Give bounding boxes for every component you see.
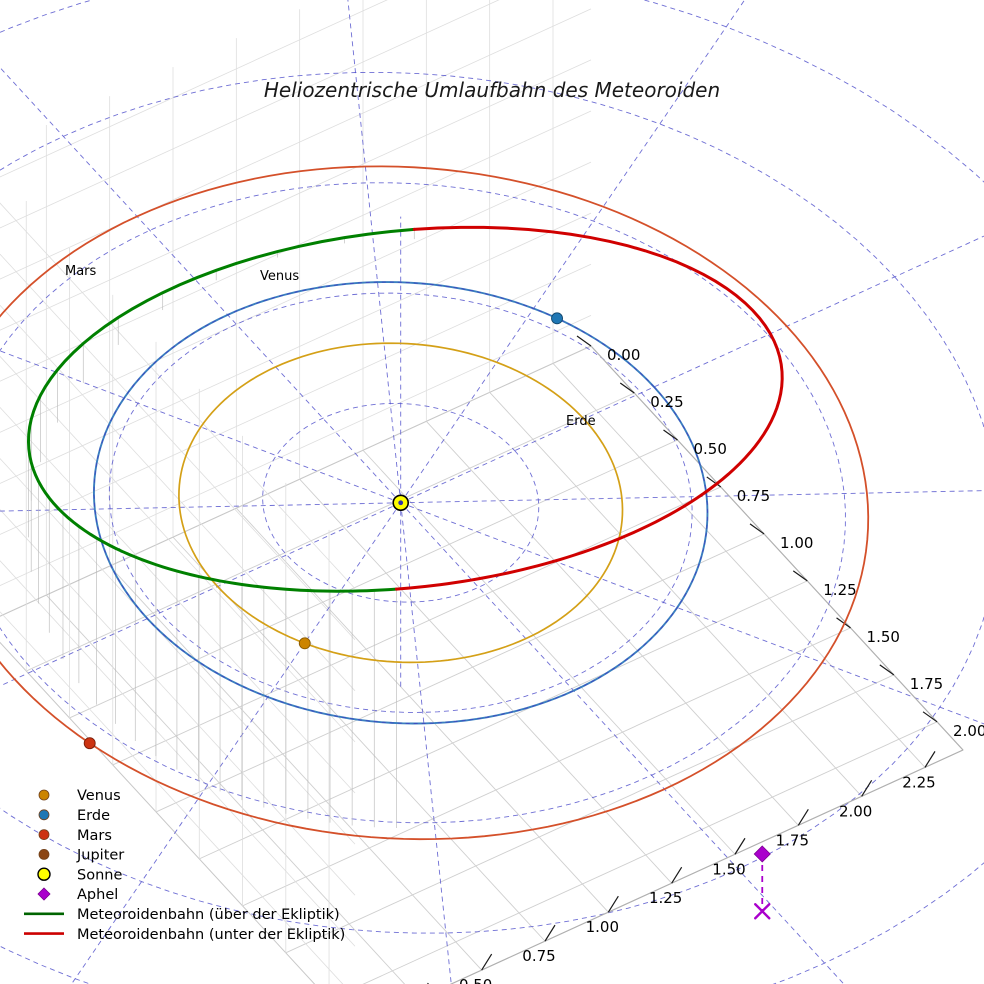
legend-marker-jupiter bbox=[38, 849, 50, 860]
legend-label: Jupiter bbox=[76, 848, 124, 864]
legend-marker-mars bbox=[38, 829, 50, 840]
y-tick-label: 0.00 bbox=[607, 346, 640, 364]
legend-marker-sonne bbox=[37, 867, 51, 881]
y-tick-label: 1.50 bbox=[867, 628, 900, 646]
x-tick-label: 1.75 bbox=[776, 831, 809, 849]
marker-venus bbox=[298, 637, 311, 650]
legend-label: Venus bbox=[77, 788, 121, 804]
x-tick-label: 1.50 bbox=[712, 860, 745, 878]
legend-label: Mars bbox=[77, 828, 112, 844]
page-title: Heliozentrische Umlaufbahn des Meteoroid… bbox=[264, 78, 720, 102]
legend-marker-venus bbox=[38, 789, 50, 801]
x-tick-label: 2.25 bbox=[902, 773, 935, 791]
y-tick-label: 1.75 bbox=[910, 675, 943, 693]
legend-marker-aphel bbox=[37, 887, 51, 901]
legend-label: Erde bbox=[77, 808, 110, 824]
marker-erde bbox=[551, 312, 563, 325]
y-tick-label: 1.00 bbox=[780, 534, 813, 552]
tick-labels: −0.75−0.50−0.250.000.250.500.751.001.250… bbox=[459, 346, 984, 984]
legend-label: Sonne bbox=[77, 867, 122, 883]
x-tick-label: 0.75 bbox=[522, 947, 555, 965]
legend-label: Meteoroidenbahn (unter der Ekliptik) bbox=[77, 927, 345, 943]
y-tick-label: 0.25 bbox=[650, 393, 683, 411]
y-tick-label: 2.00 bbox=[953, 722, 984, 740]
orbit-curves bbox=[0, 165, 870, 841]
legend-label: Aphel bbox=[77, 887, 118, 903]
body-label-mars: Mars bbox=[65, 264, 97, 279]
y-tick-label: 0.50 bbox=[694, 440, 727, 458]
sun-core bbox=[398, 500, 404, 506]
body-markers: Mars Venus Erde bbox=[65, 264, 771, 920]
x-tick-label: 1.25 bbox=[649, 889, 682, 907]
axis-spines-and-ticks bbox=[427, 335, 964, 984]
projection-stems bbox=[28, 229, 415, 829]
y-tick-label: 0.75 bbox=[737, 487, 770, 505]
x-tick-label: 1.00 bbox=[586, 918, 619, 936]
legend: Venus Erde Mars Jupiter Sonne Aphel Meteoroide… bbox=[24, 788, 345, 943]
y-tick-label: 1.25 bbox=[823, 581, 856, 599]
body-label-erde: Erde bbox=[566, 414, 596, 429]
legend-label: Meteoroidenbahn (über der Ekliptik) bbox=[77, 907, 340, 923]
marker-mars bbox=[83, 737, 96, 750]
x-tick-label: 2.00 bbox=[839, 802, 872, 820]
x-tick-label: 0.50 bbox=[459, 976, 492, 984]
body-label-venus: Venus bbox=[260, 269, 299, 284]
legend-marker-erde bbox=[38, 809, 50, 821]
